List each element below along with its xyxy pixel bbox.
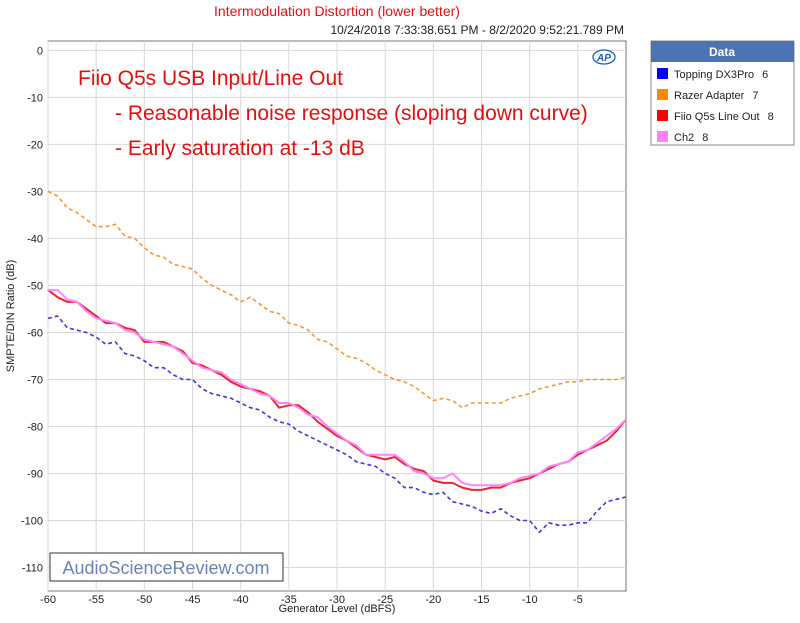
y-tick-label: -10 (27, 92, 43, 104)
y-tick-label: 0 (37, 45, 43, 57)
legend-header (651, 41, 794, 62)
x-tick-label: -30 (329, 594, 345, 606)
x-tick-label: -10 (522, 594, 538, 606)
x-tick-label: -55 (88, 594, 104, 606)
series-line-razer-adapter (47, 190, 627, 409)
series-line-ch2 (48, 289, 627, 487)
legend-label: Ch2 (674, 132, 694, 144)
legend-label: Topping DX3Pro (674, 69, 754, 81)
legend-count: 8 (702, 132, 708, 144)
x-tick-label: -40 (233, 594, 249, 606)
x-tick-label: -45 (185, 594, 201, 606)
legend-count: 6 (762, 69, 768, 81)
legend: Data Topping DX3Pro 6 Razer Adapter 7 Fiio Q… (650, 40, 795, 146)
x-axis-label: Generator Level (dBFS) (279, 603, 396, 615)
legend-swatch (657, 110, 668, 121)
x-axis: -60 -55 -50 -45 -40 -35 -30 -25 -20 -15 -10 -5 (40, 594, 583, 606)
ap-logo: AP (592, 49, 616, 65)
y-tick-label: -110 (22, 562, 43, 574)
chart-title: Intermodulation Distortion (lower better… (214, 3, 460, 19)
y-tick-label: -100 (21, 515, 43, 527)
x-tick-label: -5 (573, 594, 583, 606)
series-line-topping-dx3pro (47, 315, 627, 534)
watermark: AudioScienceReview.com (62, 558, 269, 578)
y-axis-label: SMPTE/DIN Ratio (dB) (5, 260, 17, 372)
y-tick-label: -20 (27, 139, 43, 151)
legend-count: 7 (752, 90, 758, 102)
legend-title: Data (709, 45, 735, 59)
chart-subtitle: 10/24/2018 7:33:38.651 PM - 8/2/2020 9:5… (330, 23, 624, 37)
legend-swatch (657, 131, 668, 142)
ap-logo-text: AP (596, 53, 611, 64)
y-tick-label: -90 (27, 468, 43, 480)
y-tick-label: -40 (27, 233, 43, 245)
annotation-line-1: Fiio Q5s USB Input/Line Out (78, 67, 343, 90)
watermark-box (49, 552, 284, 582)
y-tick-label: -80 (27, 421, 43, 433)
data-lines (47, 190, 627, 534)
legend-swatch (657, 89, 668, 100)
y-tick-label: -70 (27, 374, 43, 386)
x-tick-label: -25 (377, 594, 393, 606)
annotation-line-2: - Reasonable noise response (sloping dow… (115, 102, 588, 125)
x-tick-label: -20 (425, 594, 441, 606)
y-tick-label: -30 (27, 186, 43, 198)
y-axis: 0 -10 -20 -30 -40 -50 -60 -70 -80 -90 -100 -110 (21, 45, 43, 574)
legend-count: 8 (768, 111, 774, 123)
x-tick-label: -60 (40, 594, 56, 606)
series-line-fiio-q5s-line-out (47, 289, 627, 491)
grid (47, 41, 626, 591)
annotation-line-3: - Early saturation at -13 dB (115, 137, 365, 160)
x-tick-label: -35 (281, 594, 297, 606)
y-tick-label: -60 (27, 327, 43, 339)
x-tick-label: -50 (136, 594, 152, 606)
legend-label: Razer Adapter (674, 90, 745, 102)
legend-swatch (657, 68, 668, 79)
y-tick-label: -50 (27, 280, 43, 292)
legend-label: Fiio Q5s Line Out (674, 111, 760, 123)
x-tick-label: -15 (474, 594, 490, 606)
